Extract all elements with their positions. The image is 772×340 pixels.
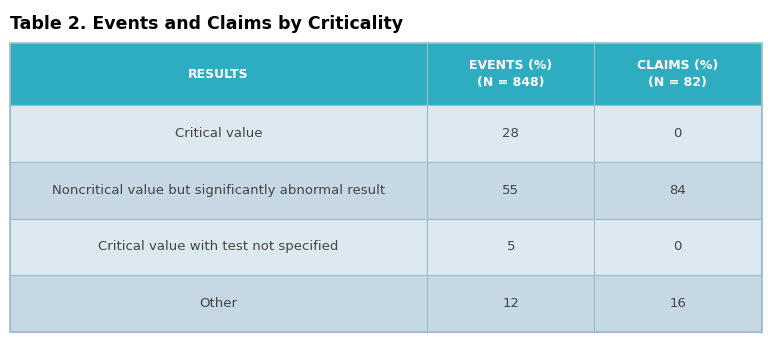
Text: 84: 84 <box>669 184 686 197</box>
Text: Critical value: Critical value <box>175 127 262 140</box>
Bar <box>428 162 594 219</box>
Text: 0: 0 <box>674 127 682 140</box>
Text: CLAIMS (%)
(N = 82): CLAIMS (%) (N = 82) <box>637 59 719 89</box>
Bar <box>428 43 594 105</box>
Bar <box>428 275 594 332</box>
Text: EVENTS (%)
(N = 848): EVENTS (%) (N = 848) <box>469 59 553 89</box>
Bar <box>10 43 762 332</box>
Text: 5: 5 <box>506 240 515 253</box>
Text: 16: 16 <box>669 297 686 310</box>
Text: 28: 28 <box>503 127 520 140</box>
Text: Table 2. Events and Claims by Criticality: Table 2. Events and Claims by Criticalit… <box>10 15 403 33</box>
Text: 0: 0 <box>674 240 682 253</box>
Text: Critical value with test not specified: Critical value with test not specified <box>99 240 339 253</box>
Bar <box>10 162 428 219</box>
Bar <box>594 162 761 219</box>
Text: RESULTS: RESULTS <box>188 68 249 81</box>
Bar <box>594 219 761 275</box>
Bar <box>594 275 761 332</box>
Bar <box>10 105 428 162</box>
Bar <box>10 43 428 105</box>
Text: 55: 55 <box>503 184 520 197</box>
Text: Other: Other <box>200 297 238 310</box>
Bar <box>594 105 761 162</box>
Text: Noncritical value but significantly abnormal result: Noncritical value but significantly abno… <box>52 184 385 197</box>
Bar <box>428 219 594 275</box>
Bar <box>10 219 428 275</box>
Bar <box>594 43 761 105</box>
Text: 12: 12 <box>503 297 520 310</box>
Bar <box>10 275 428 332</box>
Bar <box>428 105 594 162</box>
